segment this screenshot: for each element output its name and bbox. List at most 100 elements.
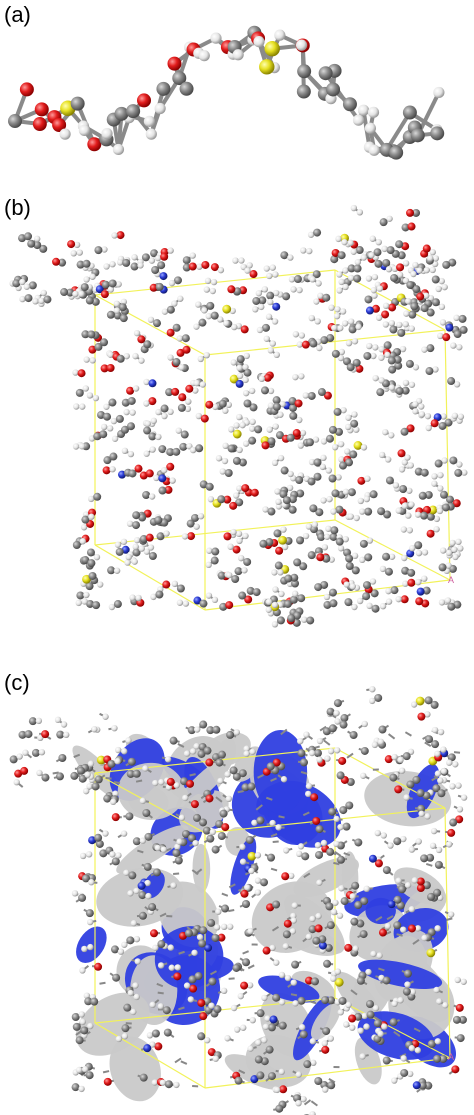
hydrogen-atom: [363, 885, 370, 893]
hydrogen-atom: [308, 314, 315, 322]
hydrogen-atom: [80, 524, 88, 531]
hydrogen-atom: [330, 975, 337, 982]
oxygen-atom: [178, 393, 187, 402]
carbon-atom: [328, 425, 337, 434]
carbon-atom: [199, 926, 208, 935]
hydrogen-atom: [326, 495, 333, 503]
hydrogen-atom: [87, 943, 94, 951]
oxygen-atom: [240, 325, 249, 334]
bond: [189, 773, 196, 777]
oxygen-atom: [126, 386, 135, 395]
hydrogen-atom: [316, 737, 324, 745]
hydrogen-atom: [226, 923, 234, 930]
hydrogen-atom: [173, 782, 180, 789]
corner-label: A: [448, 1052, 454, 1062]
carbon-atom: [291, 579, 300, 588]
simulation-box: [9, 686, 468, 1115]
box-edge: [94, 1022, 206, 1089]
carbon-atom: [261, 323, 270, 332]
carbon-atom: [401, 223, 410, 232]
carbon-atom: [12, 279, 21, 288]
carbon-atom: [385, 476, 394, 485]
oxygen-atom: [266, 903, 275, 912]
carbon-atom: [199, 599, 208, 608]
hydrogen-atom: [151, 1079, 159, 1086]
carbon-atom: [258, 296, 267, 305]
bond: [159, 912, 167, 918]
carbon-atom: [142, 808, 151, 817]
carbon-atom: [329, 532, 338, 541]
hydrogen-atom: [208, 1002, 215, 1009]
carbon-atom: [31, 748, 40, 757]
hydrogen-atom: [87, 760, 95, 767]
hydrogen-atom: [38, 297, 45, 305]
hydrogen-atom: [84, 771, 91, 779]
hydrogen-atom: [109, 466, 116, 473]
oxygen-atom: [249, 270, 258, 279]
hydrogen-atom: [155, 408, 162, 416]
sulfur-atom: [247, 851, 257, 861]
hydrogen-atom: [230, 1004, 238, 1012]
carbon-atom: [107, 759, 116, 768]
carbon-atom: [454, 468, 463, 477]
hydrogen-atom: [457, 413, 465, 420]
hydrogen-atom: [232, 257, 239, 264]
hydrogen-atom: [183, 982, 191, 989]
carbon-atom: [252, 588, 261, 597]
hydrogen-atom: [291, 902, 299, 909]
carbon-atom: [259, 878, 268, 887]
hydrogen-atom: [217, 777, 224, 785]
carbon-atom: [326, 707, 335, 716]
carbon-atom: [354, 838, 363, 847]
hydrogen-atom: [441, 283, 448, 291]
hydrogen-atom: [269, 944, 276, 952]
oxygen-atom: [139, 471, 148, 480]
carbon-atom: [179, 442, 188, 451]
hydrogen-atom: [267, 387, 275, 395]
hydrogen-atom: [71, 890, 79, 897]
carbon-atom: [442, 260, 451, 269]
hydrogen-atom: [83, 591, 90, 599]
bond: [177, 743, 185, 748]
carbon-atom: [313, 228, 322, 237]
carbon-atom: [327, 996, 336, 1005]
hydrogen-atom: [434, 750, 441, 757]
hydrogen-atom: [460, 794, 468, 801]
hydrogen-atom: [212, 1055, 219, 1062]
hydrogen-atom: [230, 528, 237, 536]
carbon-atom: [325, 434, 334, 443]
hydrogen-atom: [429, 842, 437, 849]
carbon-atom: [27, 239, 36, 248]
hydrogen-atom: [143, 548, 151, 555]
oxygen-atom: [14, 769, 23, 778]
carbon-atom: [158, 486, 167, 495]
hydrogen-atom: [353, 514, 360, 522]
oxygen-atom: [205, 758, 214, 767]
carbon-atom: [387, 356, 396, 365]
hydrogen-atom: [238, 257, 245, 264]
hydrogen-atom: [305, 782, 313, 790]
hydrogen-atom: [210, 278, 218, 286]
carbon-atom: [207, 918, 216, 927]
carbon-atom: [426, 512, 435, 521]
carbon-atom: [363, 351, 372, 360]
carbon-atom: [376, 388, 385, 397]
hydrogen-atom: [364, 475, 371, 482]
hydrogen-atom: [388, 553, 396, 560]
carbon-atom: [82, 259, 91, 268]
hydrogen-atom: [407, 1070, 414, 1078]
carbon-atom: [128, 469, 137, 478]
void-surface-inner: [358, 959, 443, 990]
carbon-atom: [235, 498, 244, 507]
carbon-atom: [75, 388, 84, 397]
oxygen-atom: [384, 755, 393, 764]
carbon-atom: [158, 445, 167, 454]
carbon-atom: [444, 418, 453, 427]
carbon-atom: [382, 258, 391, 267]
carbon-atom: [72, 540, 81, 549]
oxygen-atom: [149, 283, 158, 292]
carbon-atom: [364, 295, 373, 304]
carbon-atom: [157, 261, 166, 270]
hydrogen-atom: [407, 462, 414, 469]
carbon-atom: [284, 574, 293, 583]
